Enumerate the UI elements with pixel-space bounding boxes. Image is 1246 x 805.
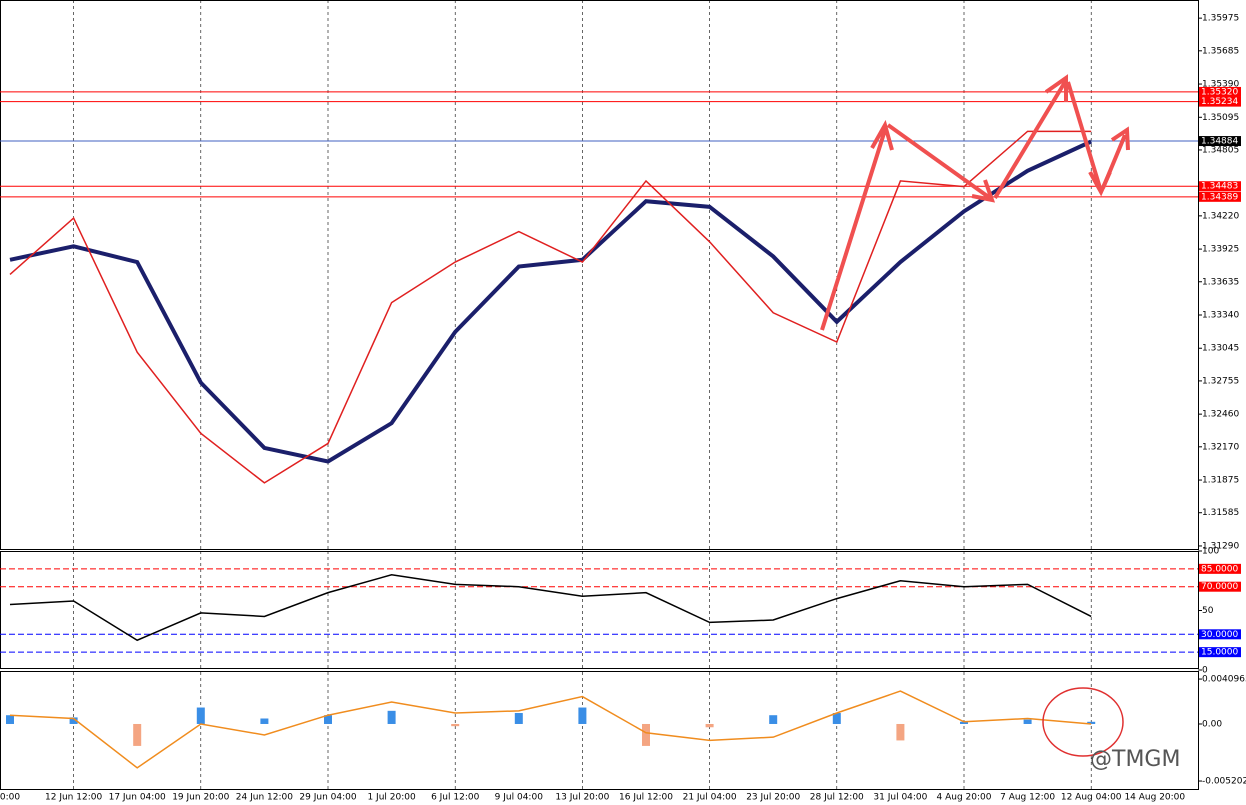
y-tick-label: 1.33045: [1202, 344, 1239, 354]
histogram-bar: [832, 713, 841, 724]
series-line: [9, 690, 1092, 769]
y-tick-label: 1.33925: [1202, 245, 1239, 255]
histogram-bar: [896, 723, 905, 741]
histogram-bar: [642, 723, 650, 746]
histogram-bar: [1087, 721, 1096, 724]
x-tick-label: 23 Jul 20:00: [746, 793, 800, 803]
y-tick-label: 0: [1202, 666, 1208, 676]
series-line: [9, 139, 1093, 464]
level-label: 85.0000: [1201, 564, 1238, 574]
y-tick-label: 1.34805: [1202, 145, 1239, 155]
x-tick-label: 13 Jul 20:00: [555, 793, 609, 803]
y-tick-label: 1.32170: [1202, 442, 1239, 452]
x-tick-label: 12 Aug 04:00: [1061, 793, 1122, 803]
histogram-bar: [69, 717, 78, 724]
level-label-box: [1199, 86, 1241, 97]
level-label-box: [1199, 581, 1241, 592]
x-tick-label: 14 Aug 20:00: [1124, 793, 1185, 803]
level-label-box: [1199, 629, 1241, 640]
histogram-bar: [960, 721, 968, 724]
level-label-box: [1199, 563, 1241, 574]
x-tick-label: 6 Jul 12:00: [431, 793, 480, 803]
histogram-bar: [6, 715, 14, 724]
watermark: @TMGM: [1090, 747, 1180, 772]
histogram-bar: [133, 723, 142, 746]
annotation-arrows: [820, 74, 1130, 331]
x-tick-label: 31 Jul 04:00: [873, 793, 927, 803]
y-tick-label: 1.32755: [1202, 376, 1239, 386]
x-tick-label: 24 Jun 12:00: [236, 793, 293, 803]
y-tick-label: 1.31875: [1202, 476, 1239, 486]
x-tick-label: 21 Jul 04:00: [683, 793, 737, 803]
level-label: 1.34483: [1201, 182, 1238, 192]
x-tick-label: 16 Jul 12:00: [619, 793, 673, 803]
y-tick-label: 1.33340: [1202, 311, 1239, 321]
macd-panel: [0, 671, 1199, 790]
histogram-bar: [1023, 719, 1032, 724]
level-label: 15.0000: [1201, 648, 1238, 658]
y-tick-label: 1.31585: [1202, 508, 1239, 518]
y-tick-label: 1.35390: [1202, 80, 1239, 90]
arrow: [1101, 126, 1130, 189]
arrow: [820, 119, 894, 331]
price-panel: [0, 0, 1199, 550]
highlight-circle: [1042, 687, 1124, 757]
y-tick-label: -0.005202: [1202, 777, 1246, 787]
y-tick-label: 0.0040965: [1202, 675, 1246, 685]
histogram-bar: [324, 715, 332, 724]
x-tick-label: 28 Jul 12:00: [810, 793, 864, 803]
y-tick-label: 1.34220: [1202, 211, 1239, 221]
histogram-bar: [387, 710, 396, 724]
level-label-box: [1199, 647, 1241, 658]
level-label: 1.35234: [1201, 97, 1238, 107]
level-label: 1.34389: [1201, 192, 1238, 202]
y-tick-label: 1.35685: [1202, 46, 1239, 56]
histogram-bar: [705, 723, 714, 728]
y-tick-label: 50: [1202, 606, 1214, 616]
x-tick-label: 1 Jul 20:00: [367, 793, 416, 803]
histogram-bar: [769, 715, 778, 724]
x-tick-label: 0:00: [0, 793, 20, 803]
level-label: 70.0000: [1201, 582, 1238, 592]
histogram-bar: [196, 707, 205, 724]
x-tick-label: 29 Jun 04:00: [299, 793, 356, 803]
histogram-bar: [514, 713, 523, 724]
y-tick-label: 1.33635: [1202, 277, 1239, 287]
histogram-bar: [578, 707, 587, 724]
x-tick-label: 9 Jul 04:00: [495, 793, 544, 803]
x-tick-label: 19 Jun 20:00: [172, 793, 229, 803]
arrow: [993, 74, 1068, 200]
level-label-box: [1199, 181, 1241, 192]
level-label: 1.35320: [1201, 87, 1238, 97]
x-tick-label: 12 Jun 12:00: [45, 793, 102, 803]
level-label: 30.0000: [1201, 630, 1238, 640]
y-tick-label: 1.31290: [1202, 541, 1239, 551]
x-tick-label: 17 Jun 04:00: [109, 793, 166, 803]
x-tick-label: 7 Aug 12:00: [1000, 793, 1055, 803]
y-tick-label: 1.32460: [1202, 410, 1239, 420]
level-label-box: [1199, 191, 1241, 202]
y-tick-label: 100: [1202, 547, 1219, 557]
histogram-bar: [260, 718, 269, 724]
series-line: [9, 574, 1092, 642]
level-label-box: [1199, 136, 1241, 147]
y-tick-label: 1.35975: [1202, 14, 1239, 24]
level-label: 1.34884: [1201, 137, 1238, 147]
level-label-box: [1199, 96, 1241, 107]
x-tick-label: 4 Aug 20:00: [937, 793, 992, 803]
histogram-bar: [451, 723, 460, 727]
y-tick-label: 0.00: [1202, 719, 1222, 729]
series-line: [9, 130, 1092, 484]
arrow: [886, 123, 996, 203]
y-tick-label: 1.35095: [1202, 113, 1239, 123]
